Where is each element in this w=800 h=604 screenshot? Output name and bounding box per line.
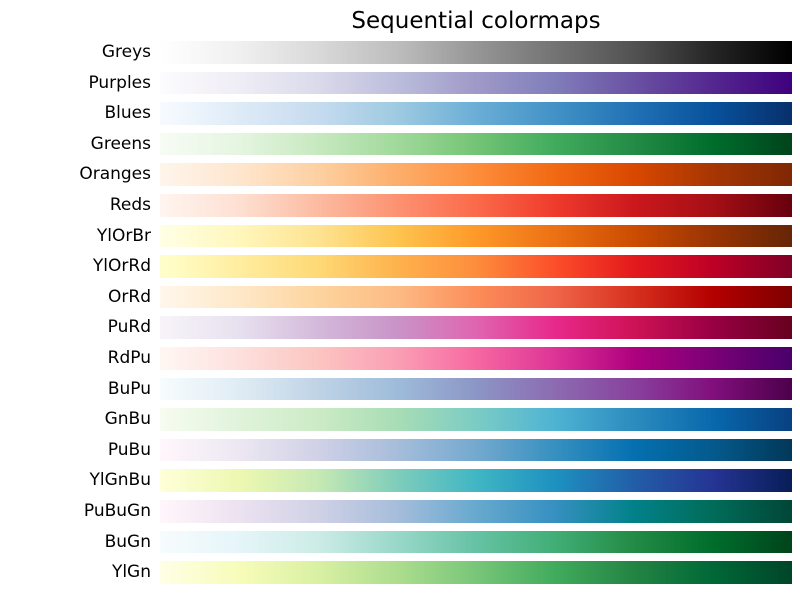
colormap-label: GnBu	[104, 409, 151, 430]
colormap-row: PuBuGn	[0, 499, 792, 523]
colormap-row: PuRd	[0, 316, 792, 339]
colormap-row: Oranges	[0, 163, 792, 186]
colormap-gradient-bar	[160, 469, 792, 492]
colormap-label: PuRd	[107, 317, 151, 338]
colormap-row: BuGn	[0, 530, 792, 554]
colormap-row: GnBu	[0, 408, 792, 431]
colormap-gradient-bar	[160, 346, 792, 370]
colormap-label: PuBuGn	[83, 500, 151, 521]
colormap-label: YlGn	[111, 562, 151, 583]
colormap-gradient-bar	[160, 41, 792, 64]
colormap-row: Blues	[0, 102, 792, 125]
colormap-row: Greys	[0, 41, 792, 64]
colormap-rows: Greys Purples Blues Greens Oranges Reds YlOrBr…	[0, 41, 792, 584]
colormap-gradient-bar	[160, 193, 792, 217]
colormap-gradient-bar	[160, 408, 792, 431]
figure-title: Sequential colormaps	[351, 8, 601, 34]
colormap-label: Purples	[88, 72, 151, 93]
colormap-gradient-bar	[160, 132, 792, 156]
colormap-gradient-bar	[160, 499, 792, 523]
colormap-gradient-bar	[160, 285, 792, 309]
colormap-row: YlOrRd	[0, 255, 792, 278]
colormap-gradient-bar	[160, 438, 792, 462]
colormap-gradient-bar	[160, 316, 792, 339]
colormap-row: PuBu	[0, 438, 792, 462]
colormap-row: YlGnBu	[0, 469, 792, 492]
colormap-row: RdPu	[0, 346, 792, 370]
colormap-row: Greens	[0, 132, 792, 156]
colormap-gradient-bar	[160, 561, 792, 584]
colormap-row: Reds	[0, 193, 792, 217]
colormap-gradient-bar	[160, 224, 792, 248]
colormap-row: YlOrBr	[0, 224, 792, 248]
colormap-label: OrRd	[108, 286, 151, 307]
colormap-gradient-bar	[160, 102, 792, 125]
colormap-gradient-bar	[160, 163, 792, 186]
colormap-gradient-bar	[160, 71, 792, 95]
colormap-gradient-bar	[160, 255, 792, 278]
colormap-label: Oranges	[79, 164, 151, 185]
colormap-label: YlGnBu	[89, 470, 152, 491]
colormap-label: BuGn	[104, 531, 151, 552]
colormap-label: PuBu	[107, 439, 151, 460]
colormap-row: Purples	[0, 71, 792, 95]
colormap-label: Greens	[90, 133, 151, 154]
colormap-label: RdPu	[107, 347, 151, 368]
colormap-row: YlGn	[0, 561, 792, 584]
colormap-label: BuPu	[107, 378, 151, 399]
colormap-gradient-bar	[160, 530, 792, 554]
colormap-label: Greys	[101, 42, 151, 62]
colormap-label: YlOrRd	[92, 256, 151, 277]
colormap-label: Blues	[104, 103, 151, 124]
colormap-row: BuPu	[0, 377, 792, 401]
colormap-label: Reds	[109, 194, 151, 215]
colormap-gradient-bar	[160, 377, 792, 401]
colormap-row: OrRd	[0, 285, 792, 309]
colormap-label: YlOrBr	[96, 225, 151, 246]
